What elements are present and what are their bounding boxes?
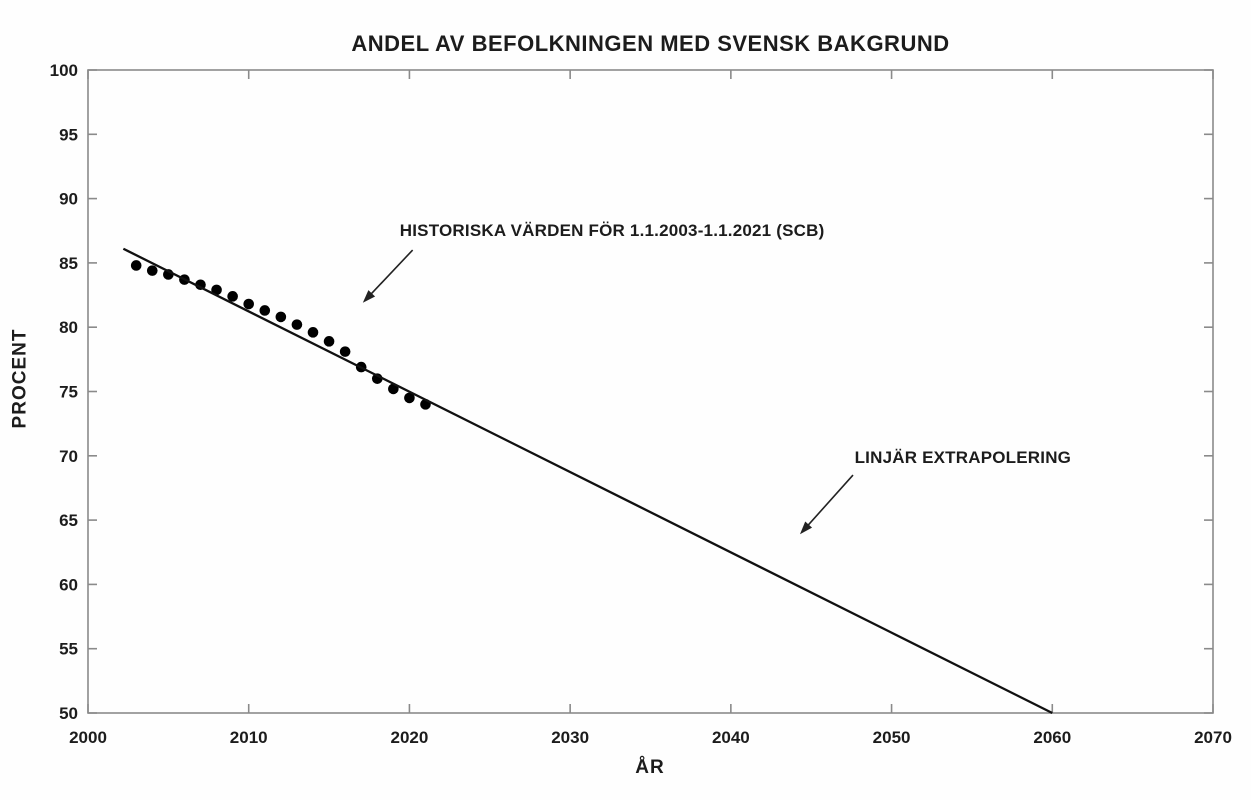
- y-tick-label: 50: [59, 704, 78, 723]
- data-point: [404, 392, 415, 404]
- y-tick-label: 60: [59, 575, 78, 594]
- y-tick-label: 90: [59, 190, 78, 209]
- y-axis-label: PROCENT: [9, 328, 31, 429]
- y-tick-label: 70: [59, 447, 78, 466]
- x-tick-label: 2000: [69, 728, 107, 747]
- data-point: [243, 298, 255, 310]
- x-tick-label: 2020: [391, 728, 429, 747]
- data-point: [275, 311, 287, 323]
- y-tick-label: 55: [59, 640, 78, 659]
- x-tick-label: 2040: [712, 728, 750, 747]
- y-tick-label: 100: [50, 61, 78, 80]
- y-tick-label: 85: [59, 254, 78, 273]
- y-tick-label: 80: [59, 318, 78, 337]
- y-tick-label: 95: [59, 125, 78, 144]
- y-tick-label: 75: [59, 383, 78, 402]
- x-tick-label: 2010: [230, 728, 268, 747]
- axis-ticks: [87, 69, 1214, 714]
- x-tick-label: 2030: [551, 728, 589, 747]
- data-point: [323, 336, 335, 347]
- x-tick-label: 2050: [873, 728, 911, 747]
- data-point: [211, 284, 222, 296]
- data-point: [130, 260, 142, 271]
- chart-title: ANDEL AV BEFOLKNINGEN MED SVENSK BAKGRUN…: [351, 31, 950, 56]
- data-point: [146, 265, 158, 276]
- x-tick-label: 2070: [1194, 728, 1232, 747]
- plot-box: [87, 69, 1214, 714]
- y-tick-label: 65: [59, 511, 78, 530]
- data-point: [227, 291, 238, 302]
- annotation-arrow: [362, 249, 414, 303]
- x-tick-label: 2060: [1033, 728, 1071, 747]
- data-point: [259, 305, 271, 316]
- x-axis-label: ÅR: [635, 757, 665, 778]
- data-points: [130, 260, 431, 410]
- annotation-arrow: [799, 474, 854, 535]
- annotation-historical-values: HISTORISKA VÄRDEN FÖR 1.1.2003-1.1.2021 …: [399, 221, 825, 241]
- annotation-linear-extrapolation: LINJÄR EXTRAPOLERING: [854, 447, 1072, 467]
- data-point: [291, 319, 303, 330]
- data-point: [339, 346, 351, 357]
- data-point: [307, 327, 319, 338]
- trend-line: [122, 247, 1053, 715]
